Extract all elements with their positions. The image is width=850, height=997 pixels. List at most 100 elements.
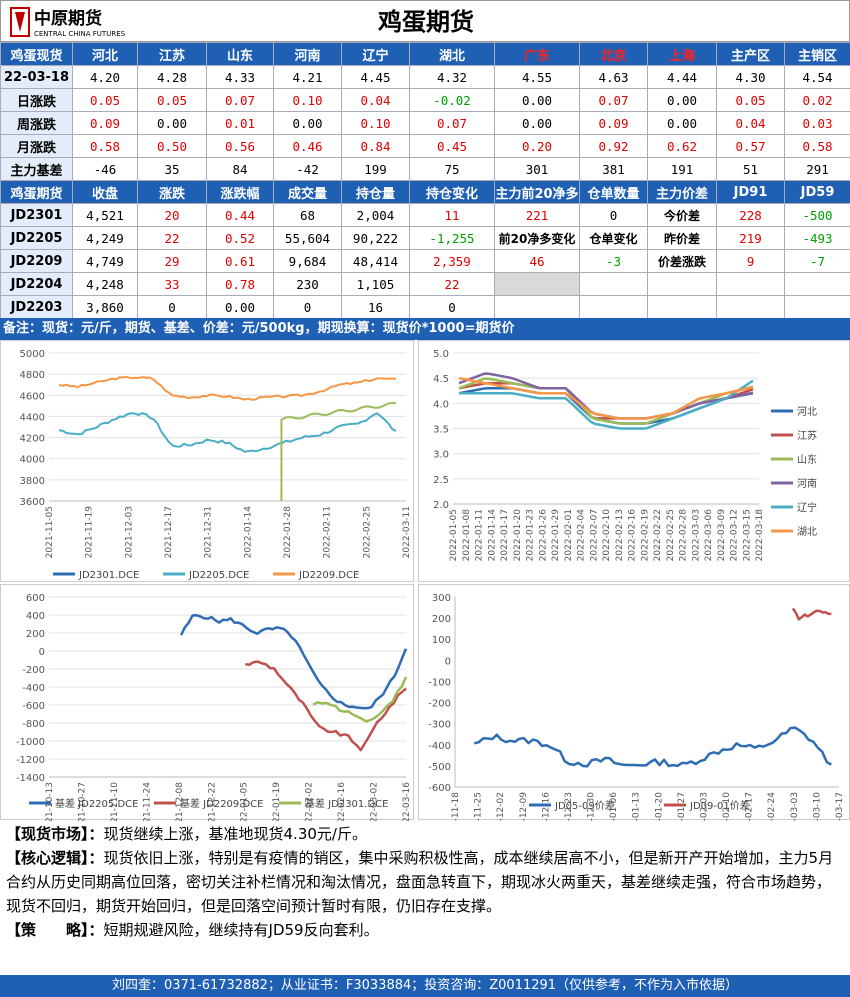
- spot-col-header: 北京: [579, 42, 648, 66]
- row-label: 主力基差: [0, 157, 73, 181]
- row-label: 周涨跌: [0, 111, 73, 135]
- table-cell: 75: [409, 157, 495, 181]
- table-cell: 0: [137, 295, 207, 319]
- table-cell: 前20净多变化: [494, 226, 580, 250]
- x-tick-label: 2022-02-07: [589, 509, 599, 561]
- y-tick-label: -1000: [16, 737, 45, 748]
- x-tick-label: 2021-11-24: [142, 782, 152, 821]
- y-tick-label: 4.0: [433, 399, 449, 410]
- svg-text:中原期货: 中原期货: [34, 8, 102, 29]
- table-cell: 0.20: [494, 134, 580, 158]
- x-tick-label: 2021-11-10: [110, 782, 120, 821]
- table-cell: 0.57: [716, 134, 785, 158]
- legend-label: 山东: [797, 453, 817, 466]
- table-cell: 0.10: [341, 111, 410, 135]
- x-tick-label: 2022-03-03: [691, 509, 701, 561]
- y-tick-label: 4.5: [433, 374, 449, 385]
- y-tick-label: 3.0: [433, 450, 449, 461]
- spot-col-header: 江苏: [137, 42, 207, 66]
- futures-col-header: 涨跌: [137, 180, 207, 204]
- series-basis-2209: [245, 660, 407, 752]
- x-tick-label: 2022-01-14: [487, 509, 497, 562]
- table-row: 月涨跌 0.58 0.50 0.56 0.46 0.84 0.45 0.20 0.92 0.62 0…: [0, 134, 850, 158]
- table-cell: [579, 272, 648, 296]
- futures-col-header: JD91: [716, 180, 785, 204]
- table-row: 主力基差 -46 35 84 -42 199 75 301 381 191 51 291: [0, 157, 850, 181]
- table-cell: [716, 295, 785, 319]
- x-tick-label: 2022-02-19: [640, 509, 650, 562]
- series-jd2209: [58, 375, 397, 401]
- table-cell: 4.33: [206, 65, 274, 89]
- table-cell: 4.21: [273, 65, 342, 89]
- x-tick-label: 2022-02-25: [362, 506, 372, 558]
- x-tick-label: 2022-01-28: [283, 506, 293, 559]
- x-tick-label: 2022-01-23: [526, 509, 536, 561]
- x-tick-label: 2021-12-23: [564, 792, 574, 821]
- table-cell: 228: [716, 203, 785, 227]
- table-cell: 0.84: [341, 134, 410, 158]
- x-tick-label: 2022-03-15: [742, 509, 752, 561]
- table-row: 周涨跌 0.09 0.00 0.01 0.00 0.10 0.07 0.00 0.09 0.00 0…: [0, 111, 850, 135]
- table-cell: 0.05: [72, 88, 138, 112]
- table-cell: 20: [137, 203, 207, 227]
- y-tick-label: 0: [445, 656, 451, 667]
- y-tick-label: 4400: [20, 412, 45, 423]
- spot-col-header: 河南: [273, 42, 342, 66]
- row-label: 22-03-18: [0, 65, 73, 89]
- spot-header-row: 鸡蛋现货 河北 江苏 山东 河南 辽宁 湖北 广东 北京 上海 主产区 主销区: [0, 42, 850, 66]
- table-cell: -493: [784, 226, 850, 250]
- y-tick-label: -500: [428, 762, 451, 773]
- table-cell: -3: [579, 249, 648, 273]
- x-tick-label: 2021-12-17: [164, 506, 174, 558]
- table-cell: 0.00: [647, 88, 717, 112]
- x-tick-label: 2022-01-05: [240, 782, 250, 821]
- table-cell: 0.09: [72, 111, 138, 135]
- table-row: JD2301 4,521 20 0.44 68 2,004 11 221 0 今价差 228 -500: [0, 203, 850, 227]
- table-cell: 0.45: [409, 134, 495, 158]
- x-tick-label: 2022-01-06: [609, 792, 619, 821]
- table-cell: 0.58: [784, 134, 850, 158]
- x-tick-label: 2022-03-02: [370, 782, 380, 821]
- analyst-footer: 刘四奎：0371-61732882；从业证书：F3033884；投资咨询：Z00…: [0, 975, 850, 997]
- table-cell: 4.32: [409, 65, 495, 89]
- table-cell: 0.01: [206, 111, 274, 135]
- table-cell: -500: [784, 203, 850, 227]
- table-cell: 191: [647, 157, 717, 181]
- table-cell: 4,521: [72, 203, 138, 227]
- x-tick-label: 2022-01-17: [500, 509, 510, 561]
- table-cell: 4.28: [137, 65, 207, 89]
- x-tick-label: 2022-01-14: [243, 506, 253, 559]
- table-cell: 昨价差: [647, 226, 717, 250]
- series-5: [458, 376, 754, 420]
- table-cell: 0.00: [273, 111, 342, 135]
- market-paragraph: 【现货市场】：现货继续上涨，基准地现货4.30元/斤。: [6, 825, 367, 843]
- table-row: 22-03-18 4.20 4.28 4.33 4.21 4.45 4.32 4.55 4.63…: [0, 65, 850, 89]
- x-tick-label: 2021-12-09: [519, 792, 529, 821]
- y-tick-label: 0: [39, 647, 45, 658]
- table-cell: 4.54: [784, 65, 850, 89]
- y-tick-label: 100: [432, 635, 451, 646]
- legend-label: JD2209.DCE: [298, 570, 359, 581]
- x-tick-label: 2022-01-05: [449, 509, 459, 561]
- legend-label: 河北: [797, 406, 817, 418]
- table-cell: 0.07: [579, 88, 648, 112]
- table-cell: 301: [494, 157, 580, 181]
- legend-label: 湖北: [797, 526, 817, 538]
- x-tick-label: 2021-10-27: [77, 782, 87, 821]
- table-cell: -0.02: [409, 88, 495, 112]
- y-tick-label: 4800: [20, 370, 45, 381]
- table-cell: 0.58: [72, 134, 138, 158]
- table-cell: 84: [206, 157, 274, 181]
- x-tick-label: 2022-02-03: [699, 792, 709, 821]
- y-tick-label: 200: [432, 614, 451, 625]
- table-cell: 0.00: [137, 111, 207, 135]
- table-cell: 22: [137, 226, 207, 250]
- x-tick-label: 2022-02-13: [615, 509, 625, 561]
- futures-col-header: 涨跌幅: [206, 180, 274, 204]
- logic-paragraph: 【核心逻辑】：现货依旧上涨，特别是有疫情的销区，集中采购积极性高，成本继续居高不…: [6, 849, 834, 915]
- x-tick-label: 2022-03-16: [402, 782, 412, 821]
- table-cell: 29: [137, 249, 207, 273]
- table-row: 日涨跌 0.05 0.05 0.07 0.10 0.04 -0.02 0.00 0.07 0.00…: [0, 88, 850, 112]
- table-cell: 0.04: [341, 88, 410, 112]
- table-cell: 33: [137, 272, 207, 296]
